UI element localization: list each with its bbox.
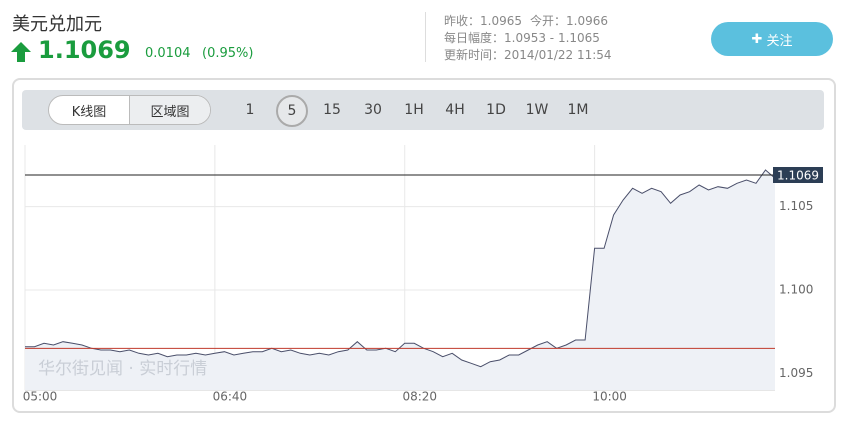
stat: 昨收：1.0965 xyxy=(444,14,522,28)
y-tick-label: 1.100 xyxy=(779,283,813,297)
interval[interactable]: 15 xyxy=(323,102,341,118)
follow-button[interactable]: ✚ 关注 xyxy=(711,22,833,56)
x-tick-label: 06:40 xyxy=(213,390,248,404)
interval[interactable]: 1 xyxy=(245,102,255,118)
separator xyxy=(425,12,426,62)
y-tick-label: 1.095 xyxy=(779,366,813,380)
interval[interactable]: 4H xyxy=(445,102,465,118)
x-tick-label: 08:20 xyxy=(402,390,437,404)
change-pct: (0.95%) xyxy=(202,46,254,61)
up-arrow xyxy=(11,42,31,62)
stat: 每日幅度：1.0953 - 1.1065 xyxy=(444,31,600,45)
chart-panel xyxy=(12,78,836,413)
last-price-label: 1.1069 xyxy=(777,169,819,183)
x-tick-label: 05:00 xyxy=(23,390,58,404)
interval[interactable]: 30 xyxy=(364,102,382,118)
stat: 更新时间：2014/01/22 11:54 xyxy=(444,48,612,62)
y-tick-label: 1.105 xyxy=(779,199,813,213)
interval[interactable]: 1D xyxy=(486,102,506,118)
area xyxy=(25,170,775,390)
interval[interactable]: 5 xyxy=(276,95,308,127)
last-price-tag xyxy=(773,167,823,183)
tab[interactable]: K线图 xyxy=(71,104,107,120)
price: 1.1069 xyxy=(38,36,131,64)
title: 美元兑加元 xyxy=(12,14,102,35)
interval[interactable]: 1H xyxy=(404,102,424,118)
interval[interactable]: 1W xyxy=(525,102,549,118)
interval[interactable]: 1M xyxy=(567,102,589,118)
stat: 今开：1.0966 xyxy=(530,14,608,28)
tab[interactable]: 区域图 xyxy=(129,96,210,124)
change: 0.0104 xyxy=(145,46,191,61)
line xyxy=(25,169,776,368)
x-tick-label: 10:00 xyxy=(592,390,627,404)
watermark: 华尔街见闻 · 实时行情 xyxy=(38,359,207,379)
button-label[interactable]: 关注 xyxy=(766,33,793,49)
tabs: K线图 区域图 xyxy=(48,95,211,125)
